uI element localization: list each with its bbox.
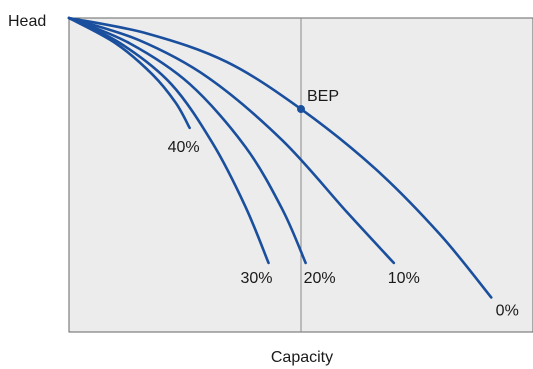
y-axis-label: Head (8, 13, 46, 30)
curve-label-30pct: 30% (241, 270, 273, 287)
curve-label-10pct: 10% (388, 270, 420, 287)
bep-label: BEP (307, 88, 339, 105)
bep-marker (297, 105, 305, 113)
x-axis-label: Capacity (271, 349, 333, 366)
curve-label-40pct: 40% (168, 139, 200, 156)
curve-label-20pct: 20% (304, 270, 336, 287)
curve-label-0pct: 0% (496, 302, 519, 319)
